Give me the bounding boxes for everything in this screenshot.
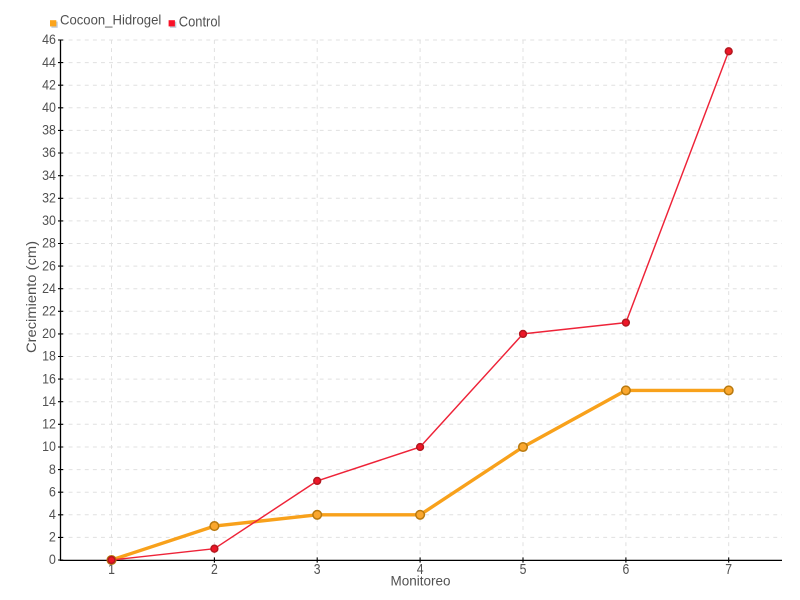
svg-text:18: 18 bbox=[42, 348, 56, 364]
svg-text:5: 5 bbox=[520, 561, 527, 578]
svg-text:2: 2 bbox=[211, 561, 218, 578]
svg-text:Monitoreo: Monitoreo bbox=[391, 574, 451, 589]
svg-text:7: 7 bbox=[725, 561, 732, 578]
svg-text:8: 8 bbox=[49, 461, 56, 477]
svg-text:14: 14 bbox=[42, 393, 56, 409]
svg-text:28: 28 bbox=[42, 235, 56, 251]
svg-text:40: 40 bbox=[42, 99, 56, 115]
svg-text:16: 16 bbox=[42, 370, 56, 386]
svg-text:20: 20 bbox=[42, 325, 56, 341]
svg-text:12: 12 bbox=[42, 416, 56, 432]
svg-text:38: 38 bbox=[42, 122, 56, 138]
svg-text:44: 44 bbox=[42, 54, 56, 70]
svg-text:26: 26 bbox=[42, 257, 56, 273]
svg-text:22: 22 bbox=[42, 303, 56, 319]
svg-text:2: 2 bbox=[49, 529, 56, 545]
svg-text:24: 24 bbox=[42, 280, 56, 296]
svg-text:36: 36 bbox=[42, 144, 56, 160]
svg-text:Control: Control bbox=[179, 13, 221, 30]
svg-text:6: 6 bbox=[623, 561, 630, 578]
svg-text:6: 6 bbox=[49, 483, 56, 499]
svg-text:30: 30 bbox=[42, 212, 56, 228]
svg-text:4: 4 bbox=[49, 506, 56, 522]
svg-text:10: 10 bbox=[42, 438, 56, 454]
svg-text:32: 32 bbox=[42, 190, 56, 206]
svg-text:0: 0 bbox=[49, 551, 56, 567]
svg-text:Crecimiento (cm): Crecimiento (cm) bbox=[23, 241, 39, 353]
svg-text:42: 42 bbox=[42, 76, 56, 92]
svg-text:1: 1 bbox=[108, 561, 115, 578]
svg-text:46: 46 bbox=[42, 31, 56, 47]
svg-text:4: 4 bbox=[417, 561, 424, 578]
svg-text:3: 3 bbox=[314, 561, 321, 578]
svg-text:Cocoon_Hidrogel: Cocoon_Hidrogel bbox=[60, 12, 161, 28]
svg-text:34: 34 bbox=[42, 167, 56, 183]
